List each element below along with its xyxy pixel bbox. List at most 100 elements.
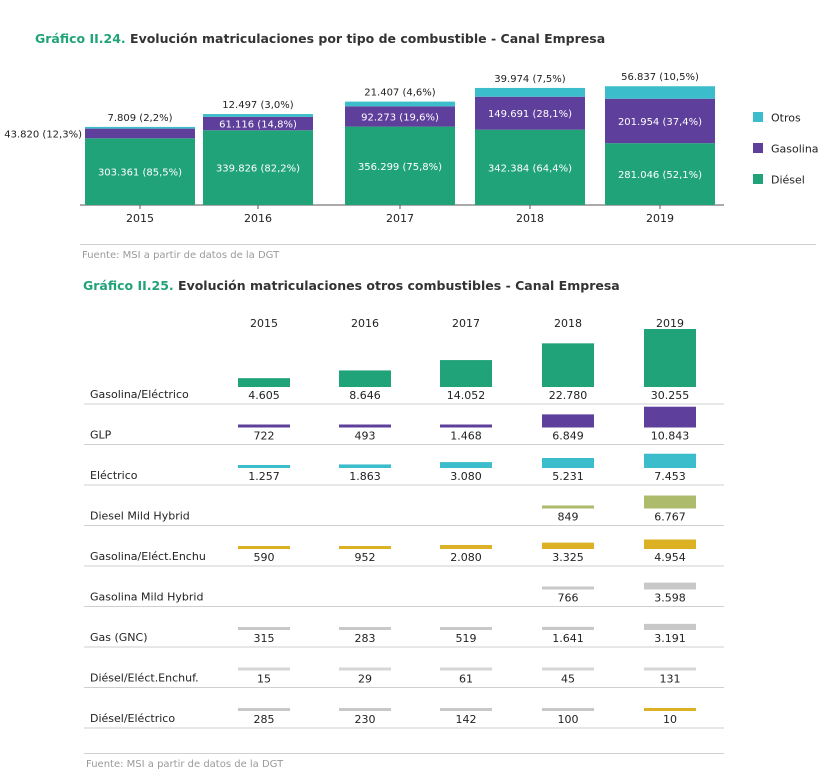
label-otros-2015: 7.809 (2,2%) <box>107 113 172 124</box>
col-header-2018: 2018 <box>554 317 582 330</box>
legend-swatch-otros <box>753 112 763 122</box>
row-label-electrico: Eléctrico <box>90 469 138 482</box>
bar-gasolina-elect-enchu-2017 <box>440 545 492 549</box>
bar-gasolina-electrico-2016 <box>339 370 391 387</box>
value-electrico-2016: 1.863 <box>349 470 381 483</box>
row-label-glp: GLP <box>90 429 112 442</box>
bar-diesel-elect-enchuf-2017 <box>440 667 492 671</box>
row-label-diesel-elect-enchuf: Diésel/Eléct.Enchuf. <box>90 672 199 685</box>
value-diesel-elect-enchuf-2019: 131 <box>660 673 681 686</box>
chart2-title-number: Gráfico II.25. <box>83 278 174 293</box>
bar-gasolina-2015 <box>85 128 195 139</box>
bar-glp-2016 <box>339 424 391 428</box>
bar-gasolina-electrico-2018 <box>542 343 594 387</box>
chart1-title-number: Gráfico II.24. <box>35 31 126 46</box>
chart1-title: Gráfico II.24. Evolución matriculaciones… <box>35 31 605 46</box>
value-diesel-elect-enchuf-2017: 61 <box>459 673 473 686</box>
value-diesel-electrico-2016: 230 <box>355 713 376 726</box>
row-label-gasolina-elect-enchu: Gasolina/Eléct.Enchu <box>90 550 206 563</box>
bar-diesel-electrico-2018 <box>542 708 594 711</box>
label-diesel-2019: 281.046 (52,1%) <box>618 170 702 181</box>
bar-glp-2015 <box>238 424 290 428</box>
value-gas-gnc-2015: 315 <box>254 632 275 645</box>
value-diesel-electrico-2018: 100 <box>558 713 579 726</box>
value-diesel-mild-hybrid-2018: 849 <box>558 511 579 524</box>
bar-gas-gnc-2018 <box>542 626 594 630</box>
col-header-2019: 2019 <box>656 317 684 330</box>
bar-diesel-2018 <box>475 129 585 205</box>
value-gas-gnc-2017: 519 <box>456 632 477 645</box>
value-gasolina-elect-enchu-2016: 952 <box>355 551 376 564</box>
bar-diesel-elect-enchuf-2019 <box>644 667 696 671</box>
bar-gasolina-elect-enchu-2019 <box>644 539 696 549</box>
bar-gasolina-elect-enchu-2018 <box>542 542 594 549</box>
col-header-2015: 2015 <box>250 317 278 330</box>
small-multiples-chart: 2015 2016 2017 2018 2019 Gasolina/Eléctrico 4.… <box>84 317 724 729</box>
value-diesel-mild-hybrid-2019: 6.767 <box>654 511 686 524</box>
legend-label-otros: Otros <box>771 112 801 125</box>
chart1-source: Fuente: MSI a partir de datos de la DGT <box>82 250 280 261</box>
x-tick-label-2016: 2016 <box>244 212 272 225</box>
bar-diesel-mild-hybrid-2018 <box>542 505 594 509</box>
value-glp-2018: 6.849 <box>552 430 584 443</box>
bar-glp-2019 <box>644 406 696 428</box>
value-glp-2015: 722 <box>254 430 275 443</box>
label-otros-2016: 12.497 (3,0%) <box>222 100 293 111</box>
col-header-2016: 2016 <box>351 317 379 330</box>
chart2-source: Fuente: MSI a partir de datos de la DGT <box>86 759 284 770</box>
bar-gasolina-elect-enchu-2015 <box>238 546 290 549</box>
bar-gasolina-2019 <box>605 98 715 144</box>
bar-gas-gnc-2015 <box>238 627 290 630</box>
bar-diesel-elect-enchuf-2018 <box>542 667 594 671</box>
bar-otros-2016 <box>203 114 313 117</box>
col-header-2017: 2017 <box>452 317 480 330</box>
bar-glp-2018 <box>542 414 594 428</box>
value-gasolina-elect-enchu-2019: 4.954 <box>654 551 686 564</box>
row-label-diesel-mild-hybrid: Diesel Mild Hybrid <box>90 510 190 523</box>
value-glp-2016: 493 <box>355 430 376 443</box>
value-gasolina-elect-enchu-2015: 590 <box>254 551 275 564</box>
label-diesel-2015: 303.361 (85,5%) <box>98 168 182 179</box>
bar-gas-gnc-2019 <box>644 623 696 630</box>
stacked-bar-chart: 303.361 (85,5%) 43.820 (12,3%) 7.809 (2,2%… <box>4 72 819 225</box>
bar-electrico-2015 <box>238 465 290 468</box>
bar-gas-gnc-2017 <box>440 627 492 630</box>
value-electrico-2019: 7.453 <box>654 470 686 483</box>
bar-otros-2017 <box>345 101 455 107</box>
bar-electrico-2019 <box>644 453 696 468</box>
label-gasolina-2018: 149.691 (28,1%) <box>488 109 572 120</box>
value-electrico-2015: 1.257 <box>248 470 280 483</box>
bar-diesel-2015 <box>85 138 195 205</box>
label-otros-2018: 39.974 (7,5%) <box>494 74 565 85</box>
bar-gasolina-2016 <box>203 116 313 131</box>
bar-diesel-elect-enchuf-2016 <box>339 667 391 671</box>
bar-diesel-electrico-2017 <box>440 708 492 711</box>
row-label-diesel-electrico: Diésel/Eléctrico <box>90 712 175 725</box>
row-label-gasolina-electrico: Gasolina/Eléctrico <box>90 388 189 401</box>
chart2-title-text: Evolución matriculaciones otros combusti… <box>178 278 620 293</box>
bar-gasolina-electrico-2017 <box>440 360 492 387</box>
bar-otros-2018 <box>475 87 585 97</box>
bar-gasolina-electrico-2015 <box>238 378 290 387</box>
bar-diesel-electrico-2015 <box>238 708 290 711</box>
value-gasolina-electrico-2019: 30.255 <box>651 389 690 402</box>
chart1-divider <box>80 244 816 245</box>
bar-electrico-2018 <box>542 457 594 468</box>
legend-label-diesel: Diésel <box>771 174 805 187</box>
bar-diesel-electrico-2016 <box>339 708 391 711</box>
bar-gasolina-elect-enchu-2016 <box>339 546 391 549</box>
bar-diesel-2019 <box>605 143 715 205</box>
row-label-gasolina-mild-hybrid: Gasolina Mild Hybrid <box>90 591 203 604</box>
x-tick-label-2018: 2018 <box>516 212 544 225</box>
bar-gasolina-mild-hybrid-2019 <box>644 582 696 590</box>
value-gas-gnc-2019: 3.191 <box>654 632 686 645</box>
label-gasolina-2016: 61.116 (14,8%) <box>219 120 297 131</box>
value-diesel-electrico-2017: 142 <box>456 713 477 726</box>
bar-otros-2019 <box>605 86 715 99</box>
value-gasolina-electrico-2016: 8.646 <box>349 389 381 402</box>
x-tick-label-2015: 2015 <box>126 212 154 225</box>
value-diesel-elect-enchuf-2016: 29 <box>358 673 372 686</box>
value-gas-gnc-2016: 283 <box>355 632 376 645</box>
x-tick-label-2019: 2019 <box>646 212 674 225</box>
legend-label-gasolina: Gasolina <box>771 143 819 156</box>
